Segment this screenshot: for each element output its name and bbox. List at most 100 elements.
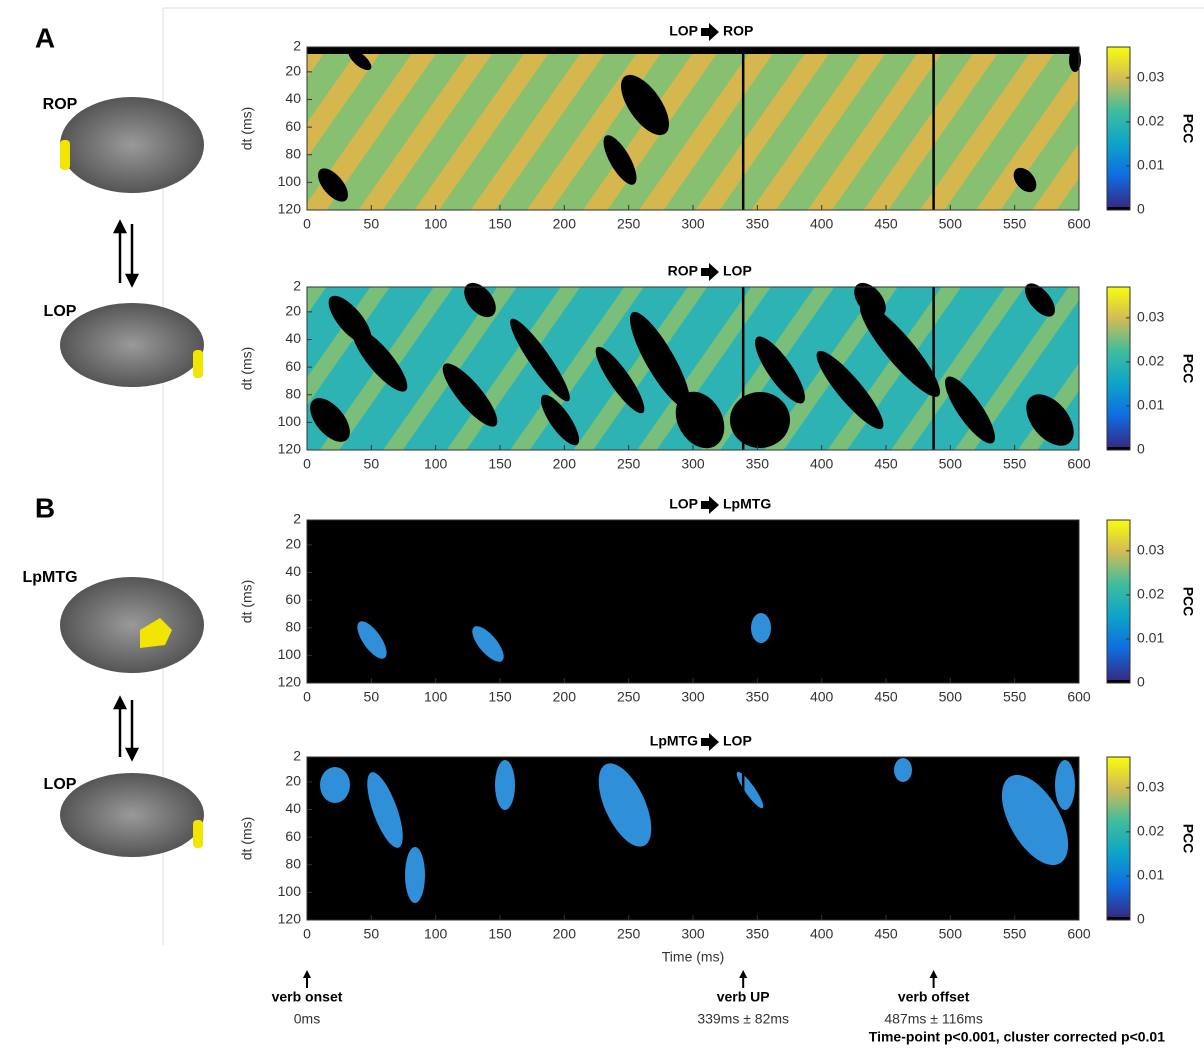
y-axis-label: dt (ms) xyxy=(239,580,255,624)
x-tick-label: 500 xyxy=(939,456,963,472)
x-tick-label: 0 xyxy=(303,216,311,232)
x-tick-label: 150 xyxy=(488,689,512,705)
region xyxy=(193,820,203,848)
x-tick-label: 400 xyxy=(810,456,834,472)
x-tick-label: 50 xyxy=(364,926,380,942)
x-tick-label: 550 xyxy=(1003,216,1027,232)
significant-cluster xyxy=(495,760,515,810)
x-tick-label: 300 xyxy=(681,456,705,472)
y-tick-label: 2 xyxy=(293,38,301,54)
colorbar-tick-label: 0 xyxy=(1137,674,1145,690)
colorbar xyxy=(1107,757,1130,917)
y-tick-label: 2 xyxy=(293,511,301,527)
colorbar-tick-label: 0.01 xyxy=(1137,397,1164,413)
brain-label: LOP xyxy=(44,776,77,793)
event-detail: 487ms ± 116ms xyxy=(884,1011,982,1027)
x-tick-label: 400 xyxy=(810,689,834,705)
x-tick-label: 50 xyxy=(364,456,380,472)
colorbar-tick-label: 0.02 xyxy=(1137,353,1164,369)
x-tick-label: 250 xyxy=(617,456,641,472)
y-tick-label: 20 xyxy=(285,303,301,319)
x-tick-label: 450 xyxy=(874,689,898,705)
heatmap xyxy=(307,520,1079,683)
significant-cluster xyxy=(894,758,912,782)
x-tick-label: 500 xyxy=(939,689,963,705)
y-tick-label: 120 xyxy=(278,201,302,217)
x-tick-label: 350 xyxy=(746,689,770,705)
title-arrow xyxy=(701,23,719,41)
y-axis-label: dt (ms) xyxy=(239,817,255,861)
figure: A B ROP LOP LpMTG LOP Time-point p<0.001… xyxy=(0,0,1204,1049)
x-tick-label: 200 xyxy=(553,926,577,942)
x-tick-label: 550 xyxy=(1003,456,1027,472)
y-tick-label: 60 xyxy=(285,118,301,134)
event-detail: 0ms xyxy=(294,1011,320,1027)
x-tick-label: 600 xyxy=(1067,456,1091,472)
y-tick-label: 80 xyxy=(285,855,301,871)
x-tick-label: 450 xyxy=(874,216,898,232)
y-tick-label: 40 xyxy=(285,800,301,816)
heatmap-panel: LOPLpMTG05010015020025030035040045050055… xyxy=(239,496,1197,705)
significant-cluster xyxy=(1055,760,1075,810)
x-tick-label: 150 xyxy=(488,216,512,232)
x-tick-label: 250 xyxy=(617,689,641,705)
heatmap xyxy=(307,47,1079,210)
event-arrow-head xyxy=(739,970,747,978)
panel-label: B xyxy=(35,492,55,523)
title-source: ROP xyxy=(668,263,698,279)
y-tick-label: 2 xyxy=(293,278,301,294)
y-tick-label: 120 xyxy=(278,911,302,927)
event-annotation: verb UP339ms ± 82ms xyxy=(697,970,789,1027)
colorbar-label: PCC xyxy=(1180,587,1196,617)
title-target: LOP xyxy=(723,263,752,279)
y-tick-label: 60 xyxy=(285,358,301,374)
title-arrow xyxy=(701,263,719,281)
colorbar-tick-label: 0.03 xyxy=(1137,309,1164,325)
y-tick-label: 80 xyxy=(285,145,301,161)
x-tick-label: 200 xyxy=(553,689,577,705)
colorbar-tick-label: 0.01 xyxy=(1137,867,1164,883)
x-tick-label: 600 xyxy=(1067,216,1091,232)
x-tick-label: 550 xyxy=(1003,689,1027,705)
event-label: verb UP xyxy=(717,989,770,1005)
x-tick-label: 350 xyxy=(746,456,770,472)
brain xyxy=(60,773,204,857)
title-source: LOP xyxy=(669,496,698,512)
heatmap-panel: ROPLOP0501001502002503003504004505005506… xyxy=(239,263,1197,472)
significant-cluster xyxy=(320,767,350,803)
colorbar-tick-label: 0 xyxy=(1137,911,1145,927)
y-tick-label: 60 xyxy=(285,828,301,844)
x-tick-label: 150 xyxy=(488,456,512,472)
y-tick-label: 2 xyxy=(293,748,301,764)
bidirectional-arrows xyxy=(115,222,137,759)
y-tick-label: 40 xyxy=(285,90,301,106)
x-tick-label: 250 xyxy=(617,926,641,942)
brain xyxy=(60,97,204,193)
significant-cluster xyxy=(751,613,771,643)
brain-rop: ROP xyxy=(43,96,204,193)
region xyxy=(193,350,203,378)
y-tick-label: 100 xyxy=(278,883,302,899)
x-tick-label: 50 xyxy=(364,689,380,705)
x-tick-label: 600 xyxy=(1067,926,1091,942)
y-tick-label: 60 xyxy=(285,591,301,607)
colorbar-tick-label: 0.03 xyxy=(1137,779,1164,795)
x-tick-label: 100 xyxy=(424,216,448,232)
colorbar xyxy=(1107,47,1130,207)
x-tick-label: 400 xyxy=(810,926,834,942)
title-target: LpMTG xyxy=(723,496,771,512)
x-tick-label: 100 xyxy=(424,926,448,942)
x-tick-label: 150 xyxy=(488,926,512,942)
brain-lpmtg: LpMTG xyxy=(22,569,204,673)
x-tick-label: 200 xyxy=(553,216,577,232)
title-arrow xyxy=(701,733,719,751)
y-axis-label: dt (ms) xyxy=(239,107,255,151)
colorbar xyxy=(1107,287,1130,447)
footnote: Time-point p<0.001, cluster corrected p<… xyxy=(869,1029,1165,1045)
y-tick-label: 100 xyxy=(278,413,302,429)
colorbar-tick-label: 0.02 xyxy=(1137,113,1164,129)
colorbar-label: PCC xyxy=(1180,354,1196,384)
y-tick-label: 40 xyxy=(285,563,301,579)
